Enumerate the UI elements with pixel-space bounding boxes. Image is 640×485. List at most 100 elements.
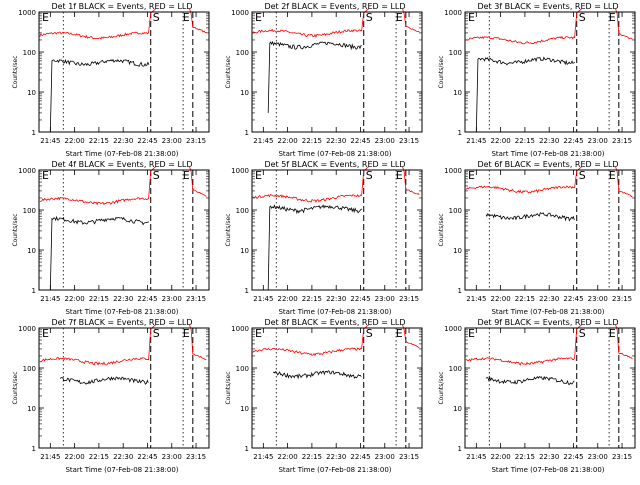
chart-panel-4: Det 4f BLACK = Events, RED = LLD Counts/s… [12, 160, 210, 316]
chart-panel-5: Det 5f BLACK = Events, RED = LLD Counts/s… [225, 160, 423, 316]
x-tick-label: 23:00 [162, 295, 182, 303]
x-tick-label: 22:45 [350, 453, 370, 461]
x-tick-label: 22:00 [65, 453, 85, 461]
series-line-lld [39, 324, 156, 366]
marker-annotation: S [366, 169, 373, 182]
y-axis-label: Counts/sec [438, 55, 445, 88]
x-tick-label: 22:30 [113, 137, 133, 145]
plot-frame [38, 327, 210, 449]
x-tick-label: 22:15 [302, 453, 322, 461]
marker-annotation: E [183, 11, 190, 24]
x-axis-label: Start Time (07-Feb-08 21:38:00) [491, 308, 604, 316]
y-tick-label: 1 [458, 129, 462, 137]
series-line-events [485, 212, 575, 222]
plot-frame [464, 169, 636, 291]
x-axis-label: Start Time (07-Feb-08 21:38:00) [65, 308, 178, 316]
y-tick-label: 10 [27, 405, 36, 413]
y-axis-label: Counts/sec [12, 55, 19, 88]
marker-annotation: S [366, 11, 373, 24]
plot-frame [251, 11, 423, 133]
series-line-lld [189, 166, 207, 197]
x-tick-label: 22:00 [491, 453, 511, 461]
marker-annotation: E [396, 327, 403, 340]
y-tick-label: 10 [453, 89, 462, 97]
y-tick-label: 100 [449, 207, 462, 215]
x-tick-label: 23:00 [375, 295, 395, 303]
y-tick-label: 100 [449, 365, 462, 373]
x-tick-label: 22:00 [278, 295, 298, 303]
x-tick-label: 21:45 [40, 137, 60, 145]
y-axis-label: Counts/sec [225, 371, 232, 404]
series-line-lld [615, 166, 633, 198]
series-line-lld [402, 8, 420, 33]
series-line-lld [465, 8, 582, 45]
marker-annotation: E [183, 169, 190, 182]
x-tick-label: 22:45 [350, 137, 370, 145]
x-axis-label: Start Time (07-Feb-08 21:38:00) [65, 466, 178, 474]
x-tick-label: 23:15 [612, 137, 632, 145]
x-tick-label: 23:15 [186, 453, 206, 461]
y-tick-label: 1000 [18, 9, 36, 17]
y-axis-label: Counts/sec [225, 213, 232, 246]
x-tick-label: 22:30 [326, 137, 346, 145]
series-line-events [49, 215, 150, 291]
chart-panel-8: Det 8f BLACK = Events, RED = LLD Counts/s… [225, 318, 423, 474]
plot-frame [464, 327, 636, 449]
x-tick-label: 22:45 [137, 453, 157, 461]
x-tick-label: 22:15 [89, 137, 109, 145]
y-tick-label: 100 [23, 365, 36, 373]
chart-panel-1: Det 1f BLACK = Events, RED = LLD Counts/s… [12, 2, 210, 158]
x-tick-label: 22:45 [350, 295, 370, 303]
chart-panel-7: Det 7f BLACK = Events, RED = LLD Counts/s… [12, 318, 210, 474]
series-line-lld [402, 324, 420, 348]
y-tick-label: 1000 [231, 167, 249, 175]
series-line-lld [189, 8, 207, 34]
x-tick-label: 23:00 [588, 137, 608, 145]
y-tick-label: 1000 [231, 325, 249, 333]
marker-annotation: E [396, 11, 403, 24]
marker-annotation: E [468, 11, 475, 24]
marker-annotation: S [579, 11, 586, 24]
x-tick-label: 22:45 [563, 295, 583, 303]
x-tick-label: 22:00 [278, 137, 298, 145]
x-tick-label: 22:00 [65, 137, 85, 145]
marker-annotation: S [366, 327, 373, 340]
y-axis-label: Counts/sec [12, 371, 19, 404]
marker-annotation: E [183, 327, 190, 340]
y-tick-label: 100 [23, 49, 36, 57]
marker-annotation: S [153, 11, 160, 24]
series-line-lld [615, 8, 633, 40]
marker-annotation: E [42, 11, 49, 24]
x-tick-label: 22:00 [278, 453, 298, 461]
y-tick-label: 1000 [231, 9, 249, 17]
x-tick-label: 23:00 [588, 295, 608, 303]
x-tick-label: 22:45 [137, 137, 157, 145]
chart-title: Det 4f BLACK = Events, RED = LLD [51, 160, 192, 169]
x-axis-label: Start Time (07-Feb-08 21:38:00) [491, 466, 604, 474]
series-line-lld [465, 166, 582, 194]
x-tick-label: 23:15 [612, 453, 632, 461]
x-tick-label: 23:15 [612, 295, 632, 303]
x-tick-label: 23:15 [399, 137, 419, 145]
x-tick-label: 22:15 [302, 137, 322, 145]
series-line-lld [465, 324, 582, 366]
y-tick-label: 10 [27, 247, 36, 255]
series-line-lld [252, 166, 369, 203]
plot-frame [251, 327, 423, 449]
x-tick-label: 22:45 [563, 137, 583, 145]
x-tick-label: 23:00 [375, 453, 395, 461]
plot-frame [38, 11, 210, 133]
x-tick-label: 22:45 [137, 295, 157, 303]
series-line-lld [39, 166, 156, 206]
y-tick-label: 100 [236, 207, 249, 215]
x-tick-label: 23:00 [375, 137, 395, 145]
x-axis-label: Start Time (07-Feb-08 21:38:00) [278, 466, 391, 474]
x-axis-label: Start Time (07-Feb-08 21:38:00) [278, 150, 391, 158]
series-line-lld [189, 324, 207, 360]
x-tick-label: 21:45 [40, 453, 60, 461]
x-tick-label: 23:15 [399, 295, 419, 303]
y-tick-label: 1 [245, 445, 249, 453]
x-tick-label: 22:15 [515, 453, 535, 461]
y-tick-label: 10 [453, 247, 462, 255]
